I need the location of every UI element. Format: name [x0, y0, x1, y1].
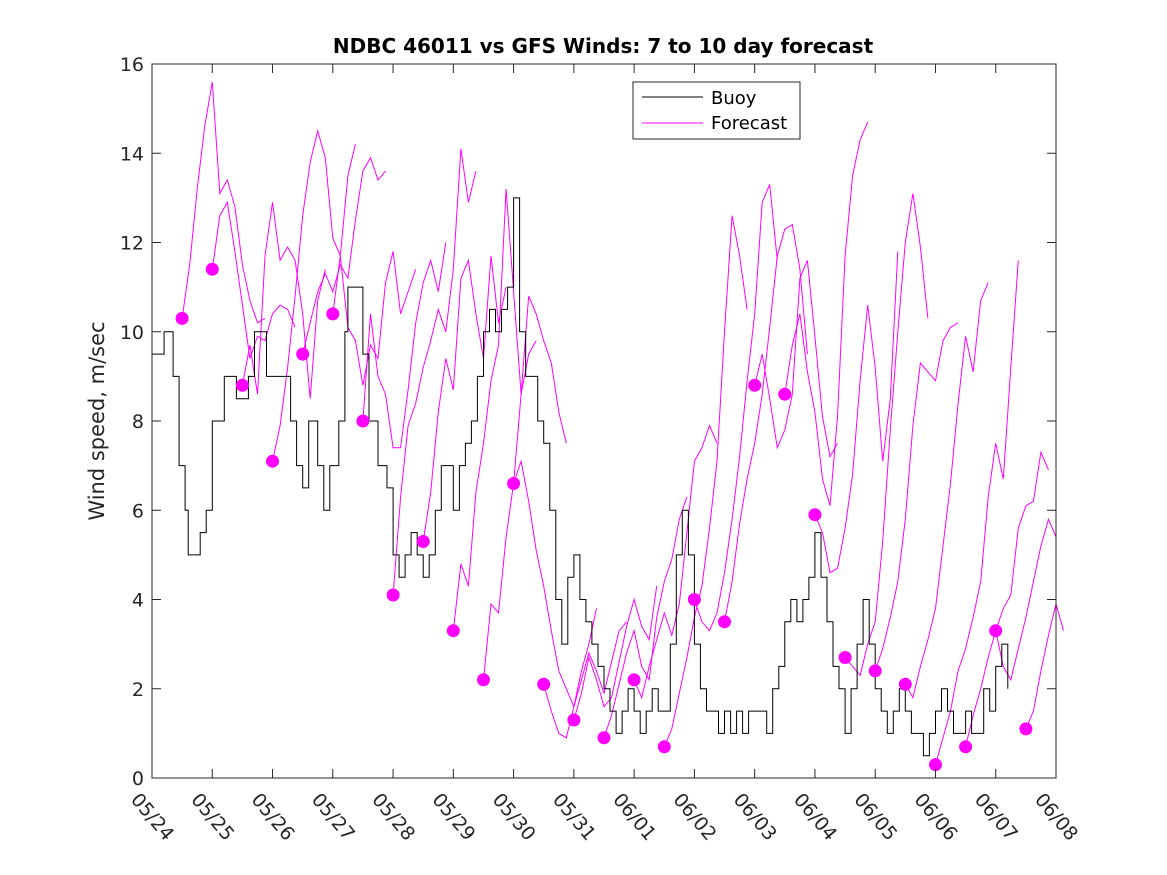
forecast-marker-14	[597, 731, 611, 745]
forecast-line-1	[211, 200, 296, 359]
forecast-line-8	[422, 255, 507, 542]
legend: Buoy Forecast	[632, 81, 801, 140]
forecast-marker-25	[929, 758, 942, 772]
y-tick-label-1: 2	[132, 679, 144, 701]
x-tick-label-12: 06/05	[849, 789, 901, 845]
forecast-line-10	[483, 295, 567, 680]
y-tick-label-3: 6	[132, 500, 144, 522]
forecast-line-9	[452, 188, 537, 631]
forecast-marker-13	[567, 713, 581, 727]
x-tick-label-6: 05/30	[488, 789, 540, 845]
forecast-marker-8	[416, 535, 430, 548]
plot-background	[152, 64, 1056, 778]
y-tick-label-8: 16	[120, 54, 144, 76]
forecast-line-11	[513, 459, 597, 709]
x-tick-label-1: 05/25	[186, 789, 238, 845]
x-tick-label-9: 06/02	[669, 789, 721, 845]
y-tick-label-2: 4	[132, 590, 144, 612]
forecast-marker-20	[778, 387, 792, 401]
y-tick-label-0: 0	[132, 768, 144, 790]
forecast-line-28	[1025, 602, 1064, 730]
buoy-line	[152, 197, 1009, 757]
forecast-marker-5	[326, 307, 340, 321]
forecast-marker-16	[657, 740, 671, 754]
x-tick-label-11: 06/04	[789, 789, 841, 845]
forecast-marker-21	[808, 508, 822, 522]
forecast-line-22	[844, 193, 929, 677]
y-tick-label-6: 12	[120, 233, 144, 255]
y-axis-label: Wind speed, m/sec	[85, 321, 109, 520]
forecast-marker-23	[868, 664, 882, 678]
y-tick-label-7: 14	[120, 143, 144, 165]
forecast-line-19	[754, 260, 838, 459]
x-tick-label-14: 06/07	[970, 789, 1022, 845]
forecast-line-23	[874, 322, 959, 672]
x-tick-label-8: 06/01	[608, 789, 660, 845]
x-tick-label-10: 06/03	[729, 789, 781, 845]
forecast-marker-11	[507, 477, 521, 490]
forecast-marker-17	[687, 593, 701, 606]
x-tick-label-13: 06/06	[910, 789, 962, 845]
forecast-marker-9	[446, 624, 460, 638]
x-tick-label-15: 06/08	[1030, 789, 1082, 845]
forecast-line-13	[573, 586, 658, 721]
x-tick-label-2: 05/26	[247, 789, 299, 845]
forecast-line-21	[814, 251, 899, 574]
forecast-line-6	[362, 242, 447, 449]
forecast-marker-4	[296, 347, 310, 361]
forecast-line-2	[241, 202, 326, 399]
forecast-marker-10	[477, 673, 490, 687]
forecast-marker-26	[959, 740, 973, 754]
chart-title: NDBC 46011 vs GFS Winds: 7 to 10 day for…	[333, 34, 874, 58]
forecast-line-5	[332, 251, 417, 386]
forecast-line-7	[392, 148, 477, 596]
forecast-marker-7	[386, 588, 400, 602]
forecast-marker-28	[1019, 722, 1033, 736]
forecast-marker-2	[235, 378, 249, 392]
forecast-line-12	[543, 621, 627, 739]
plot-area	[152, 64, 1064, 778]
forecast-line-17	[693, 184, 778, 632]
legend-box	[632, 81, 801, 140]
x-tick-label-0: 05/24	[126, 789, 178, 845]
forecast-marker-6	[356, 414, 370, 428]
x-tick-label-5: 05/29	[428, 789, 480, 845]
forecast-line-16	[663, 215, 748, 747]
y-tick-label-4: 8	[132, 411, 144, 433]
forecast-marker-24	[898, 677, 912, 691]
forecast-line-3	[272, 128, 356, 462]
forecast-marker-19	[748, 378, 762, 392]
x-tick-label-4: 05/28	[367, 789, 419, 845]
y-tick-label-5: 10	[120, 322, 144, 344]
forecast-marker-18	[718, 615, 731, 629]
forecast-line-0	[181, 81, 266, 324]
forecast-line-4	[302, 156, 386, 355]
legend-buoy-label: Buoy	[711, 88, 757, 109]
forecast-line-25	[935, 260, 1019, 765]
forecast-line-15	[633, 424, 718, 700]
forecast-line-14	[603, 496, 688, 738]
forecast-line-18	[724, 223, 808, 622]
forecast-marker-3	[266, 454, 279, 468]
forecast-line-26	[965, 450, 1049, 747]
forecast-marker-27	[989, 624, 1003, 638]
x-tick-label-7: 05/31	[548, 789, 600, 845]
forecast-marker-1	[205, 262, 219, 276]
x-tick-label-3: 05/27	[307, 789, 359, 845]
forecast-line-24	[904, 282, 989, 700]
forecast-marker-12	[537, 677, 551, 691]
forecast-marker-15	[627, 673, 641, 687]
forecast-line-20	[784, 121, 869, 506]
forecast-line-27	[995, 517, 1057, 682]
forecast-marker-0	[175, 311, 189, 325]
legend-forecast-label: Forecast	[711, 113, 787, 134]
forecast-marker-22	[838, 651, 852, 664]
